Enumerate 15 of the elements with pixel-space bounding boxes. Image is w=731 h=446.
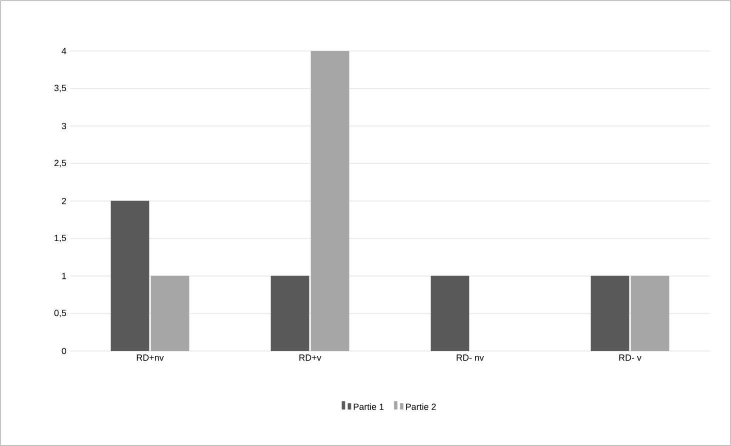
legend-label: Partie 2 [406, 403, 436, 410]
y-tick-label: 3 [62, 122, 66, 130]
y-tick-label: 1 [62, 272, 66, 280]
y-tick-label: 4 [62, 48, 66, 54]
y-tick-label: 0,5 [54, 310, 66, 318]
x-tick-label: RD+v [299, 354, 322, 361]
x-tick-label: RD- v [619, 354, 642, 361]
y-tick-label: 3,5 [54, 84, 66, 92]
legend-label: Partie 1 [354, 403, 384, 410]
x-tick-label: RD- nv [456, 354, 484, 361]
y-tick-label: 1,5 [54, 234, 66, 242]
y-tick-label: 2,5 [54, 160, 66, 168]
x-tick-label: RD+nv [136, 354, 164, 361]
y-tick-label: 2 [62, 198, 66, 204]
y-tick-label: 0 [62, 348, 66, 354]
